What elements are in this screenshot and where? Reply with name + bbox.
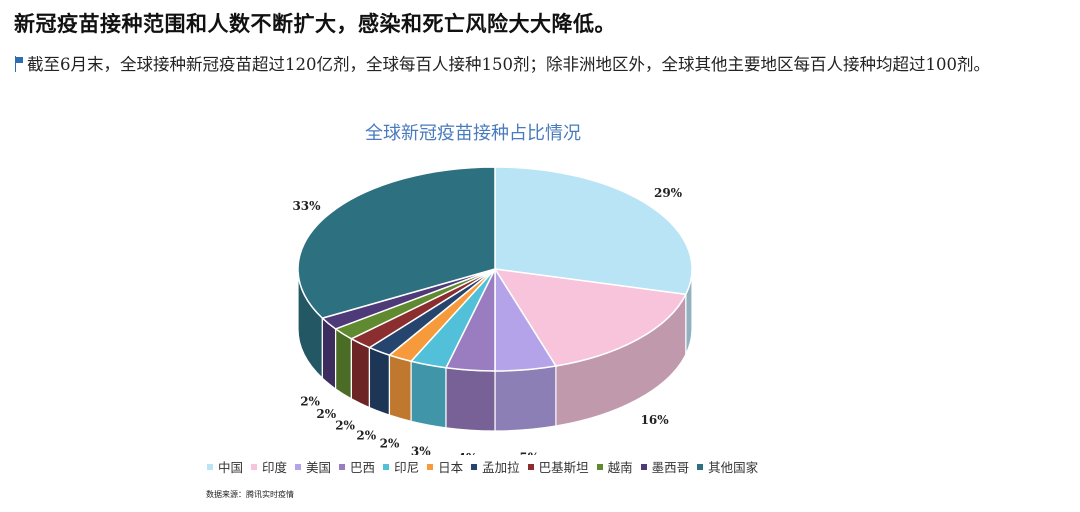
legend-swatch bbox=[427, 463, 434, 470]
pie-side-7 bbox=[350, 337, 371, 409]
pie-chart: 全球新冠疫苗接种占比情况 29%16%5%4%3%2%2%2%2%2%33% bbox=[292, 123, 693, 455]
summary-text: 截至6月末，全球接种新冠疫苗超过120亿剂，全球每百人接种150剂；除非洲地区外… bbox=[27, 55, 990, 74]
legend-item-4: 印尼 bbox=[383, 457, 419, 476]
data-label-2: 5% bbox=[519, 450, 539, 455]
legend-item-1: 印度 bbox=[251, 457, 287, 476]
pie-side-4 bbox=[410, 360, 447, 429]
data-label-9: 2% bbox=[300, 394, 320, 408]
pie-side-6 bbox=[368, 346, 391, 416]
legend-label: 中国 bbox=[218, 460, 244, 475]
flag-icon bbox=[14, 56, 24, 72]
legend-swatch bbox=[383, 463, 390, 470]
legend-swatch bbox=[295, 463, 302, 470]
legend-swatch bbox=[596, 463, 603, 470]
legend-item-9: 墨西哥 bbox=[640, 457, 690, 476]
chart-legend: 中国 印度 美国 巴西 印尼 日本 孟加拉 巴基斯坦 越南 墨西哥 其他国家 bbox=[207, 457, 766, 476]
pie-side-3 bbox=[445, 367, 496, 432]
data-label-0: 29% bbox=[654, 186, 683, 200]
legend-item-2: 美国 bbox=[295, 457, 331, 476]
legend-label: 孟加拉 bbox=[482, 460, 520, 475]
data-label-5: 2% bbox=[380, 437, 400, 451]
legend-item-3: 巴西 bbox=[339, 457, 375, 476]
legend-label: 巴西 bbox=[350, 460, 376, 475]
legend-label: 美国 bbox=[306, 460, 332, 475]
data-label-1: 16% bbox=[641, 413, 670, 427]
pie-side-8 bbox=[335, 327, 352, 400]
pie-tops bbox=[297, 166, 693, 372]
data-label-10: 33% bbox=[292, 199, 321, 213]
legend-label: 墨西哥 bbox=[651, 460, 690, 475]
pie-slice-1 bbox=[493, 268, 687, 367]
pie-side-9 bbox=[321, 316, 337, 391]
legend-label: 其他国家 bbox=[708, 460, 759, 475]
legend-label: 越南 bbox=[607, 460, 633, 475]
legend-label: 印度 bbox=[262, 460, 288, 475]
legend-swatch bbox=[471, 463, 478, 470]
data-label-8: 2% bbox=[316, 407, 336, 421]
legend-swatch bbox=[527, 463, 534, 470]
pie-sides bbox=[297, 268, 693, 432]
legend-item-5: 日本 bbox=[427, 457, 463, 476]
legend-label: 日本 bbox=[438, 460, 464, 475]
legend-swatch bbox=[207, 463, 213, 470]
pie-side-5 bbox=[388, 354, 412, 423]
headline: 新冠疫苗接种范围和人数不断扩大，感染和死亡风险大大降低。 bbox=[14, 12, 616, 36]
legend-item-8: 越南 bbox=[596, 457, 633, 476]
legend-label: 巴基斯坦 bbox=[538, 460, 589, 475]
legend-item-7: 巴基斯坦 bbox=[527, 457, 589, 476]
pie-slice-10 bbox=[297, 166, 496, 319]
summary-paragraph: 截至6月末，全球接种新冠疫苗超过120亿剂，全球每百人接种150剂；除非洲地区外… bbox=[14, 48, 1066, 81]
legend-swatch bbox=[697, 463, 704, 470]
source-note: 数据来源：腾讯实时疫情 bbox=[206, 490, 294, 499]
pie-side-2 bbox=[494, 365, 557, 432]
pie-slice-0 bbox=[494, 166, 693, 296]
legend-swatch bbox=[251, 463, 258, 470]
legend-swatch bbox=[339, 463, 346, 470]
data-label-6: 2% bbox=[356, 428, 376, 442]
pie-labels: 29%16%5%4%3%2%2%2%2%2%33% bbox=[292, 186, 682, 455]
legend-item-10: 其他国家 bbox=[697, 457, 758, 476]
data-label-4: 3% bbox=[411, 445, 431, 455]
chart-title: 全球新冠疫苗接种占比情况 bbox=[365, 123, 581, 144]
data-label-7: 2% bbox=[335, 418, 355, 432]
legend-swatch bbox=[640, 463, 647, 470]
legend-item-6: 孟加拉 bbox=[471, 457, 520, 476]
data-label-3: 4% bbox=[458, 451, 478, 455]
legend-item-0: 中国 bbox=[207, 457, 243, 476]
legend-label: 印尼 bbox=[394, 460, 420, 475]
